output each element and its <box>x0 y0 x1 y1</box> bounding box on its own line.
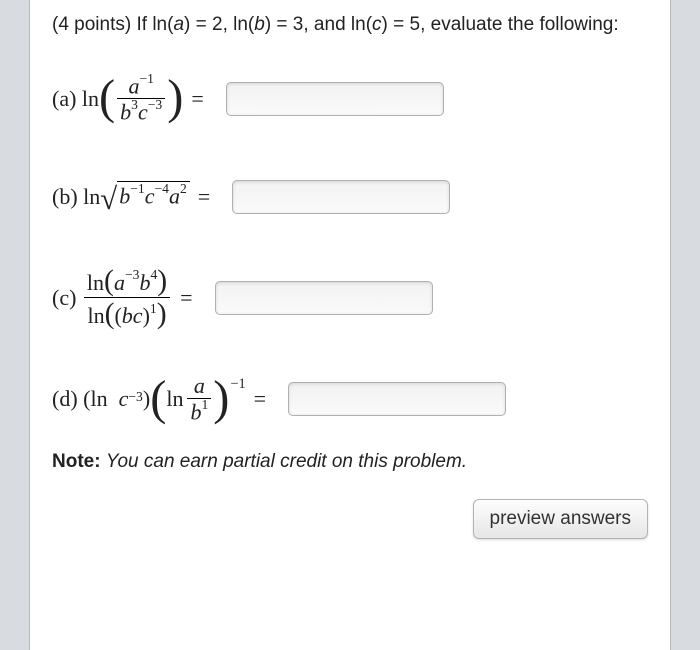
answer-a-input[interactable] <box>226 82 444 116</box>
note-label: Note <box>52 451 94 472</box>
answer-d-input[interactable] <box>288 382 506 416</box>
answer-b-input[interactable] <box>232 180 450 214</box>
problem-panel: (4 points) If ln(a) = 2, ln(b) = 3, and … <box>29 0 671 650</box>
part-d-row: (d) (ln c−3) ( ln a b1 ) −1 = <box>52 369 648 429</box>
preview-answers-button[interactable]: preview answers <box>473 499 649 539</box>
part-b-label: (b) <box>52 184 78 210</box>
part-a-label: (a) <box>52 86 76 112</box>
part-c-label: (c) <box>52 285 76 311</box>
part-b-row: (b) ln √ b−1c−4a2 = <box>52 167 648 227</box>
part-c-row: (c) ln(a−3b4) ln((bc)1) = <box>52 265 648 331</box>
note: Note: You can earn partial credit on thi… <box>52 451 648 473</box>
part-d-label: (d) <box>52 386 78 412</box>
note-text: You can earn partial credit on this prob… <box>106 451 467 472</box>
points-label: (4 points) <box>52 14 131 35</box>
answer-c-input[interactable] <box>215 281 433 315</box>
problem-intro: (4 points) If ln(a) = 2, ln(b) = 3, and … <box>52 12 648 39</box>
button-row: preview answers <box>52 499 648 539</box>
part-a-row: (a) ln ( a−1 b3c−3 ) = <box>52 69 648 129</box>
